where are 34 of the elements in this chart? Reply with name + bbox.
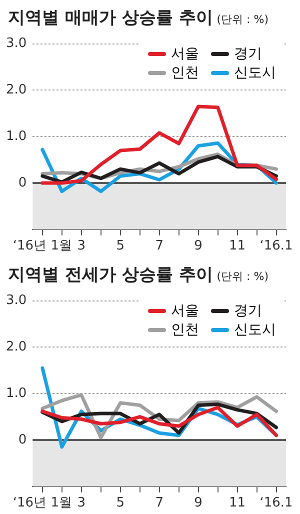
- chart-subtitle: (단위 : %): [216, 13, 268, 26]
- x-tick-label: 5: [116, 496, 125, 511]
- legend-label: 인천: [170, 64, 199, 82]
- legend-label: 신도시: [233, 321, 276, 339]
- y-tick-label: 1.0: [6, 386, 27, 401]
- x-tick-label: 3: [77, 238, 86, 254]
- x-tick-label: ‘16년 1월: [12, 496, 72, 511]
- y-tick-label: 3.0: [6, 36, 27, 52]
- x-tick-label: 9: [194, 238, 202, 254]
- y-tick-label: 0: [18, 175, 27, 190]
- y-tick-label: 2.0: [6, 82, 27, 98]
- legend-label: 경기: [233, 45, 263, 63]
- legend-label: 서울: [170, 45, 199, 63]
- legend-label: 서울: [170, 302, 199, 320]
- x-tick-label: 11: [229, 496, 246, 511]
- legend-label: 경기: [233, 302, 263, 320]
- y-tick-label: 2.0: [6, 340, 27, 355]
- x-tick-label: 5: [116, 238, 125, 254]
- x-tick-label: 3: [77, 496, 86, 511]
- x-tick-label: 11: [229, 238, 246, 254]
- x-tick-label: 7: [155, 496, 164, 511]
- legend-label: 인천: [170, 321, 199, 339]
- legend-label: 신도시: [233, 64, 276, 82]
- y-tick-label: 0: [18, 432, 27, 448]
- chart-subtitle: (단위 : %): [216, 270, 268, 283]
- y-tick-label: 1.0: [6, 128, 27, 144]
- x-tick-label: ‘16.1: [260, 496, 293, 511]
- x-tick-label: ‘16년 1월: [12, 238, 72, 254]
- chart-title: 지역별 매매가 상승률 추이: [8, 8, 213, 28]
- y-tick-label: 3.0: [6, 293, 27, 308]
- x-tick-label: 9: [194, 496, 202, 511]
- x-tick-label: ‘16.1: [260, 238, 293, 254]
- x-tick-label: 7: [155, 238, 164, 254]
- chart-title: 지역별 전세가 상승률 추이: [8, 265, 213, 285]
